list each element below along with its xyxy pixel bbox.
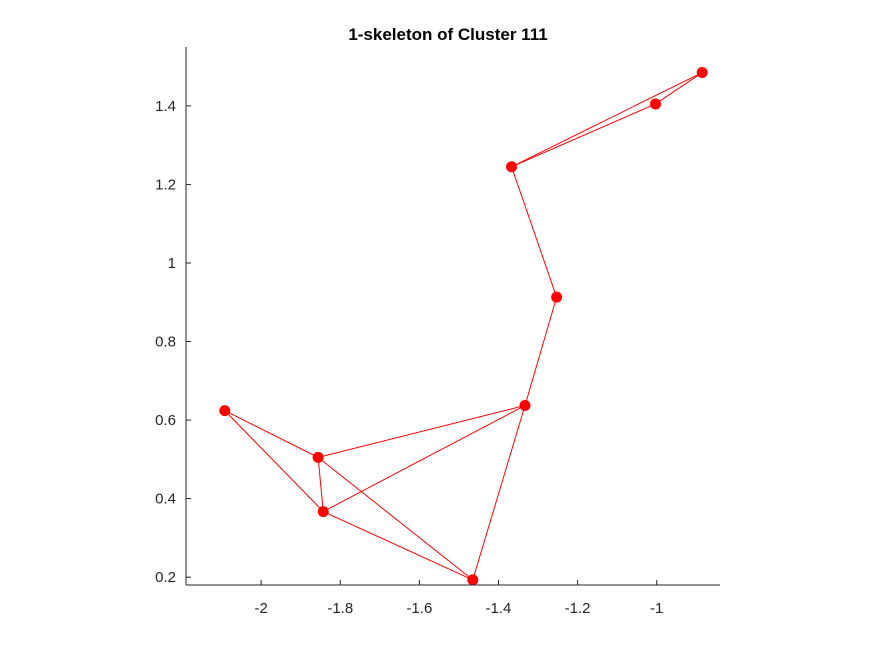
vertex-point-8 [467,574,479,586]
edge-2 [511,103,656,168]
y-tick-label: 1.2 [155,176,176,193]
y-tick-label: 1.4 [155,98,176,115]
edge-6 [323,405,526,513]
x-tick-label: -1.2 [565,600,591,617]
y-tick-label: 0.6 [155,412,176,429]
y-tick-label: 0.4 [155,491,176,508]
x-tick-label: -1.6 [406,600,432,617]
y-tick-label: 0.2 [155,569,176,586]
edge-9 [224,410,324,512]
vertex-point-1 [650,98,662,110]
y-ticks: 0.2 0.4 0.6 0.8 1 1.2 1.4 [155,98,191,586]
edge-10 [317,457,324,512]
edge-5 [317,405,526,458]
edge-0 [655,72,703,105]
vertex-point-6 [312,451,324,463]
edge-8 [224,410,319,458]
y-tick-label: 1 [168,255,176,272]
vertex-point-7 [317,506,329,518]
x-tick-label: -2 [254,600,267,617]
edge-1 [511,72,703,168]
edge-12 [323,511,473,581]
vertex-point-5 [219,405,231,417]
vertex-point-2 [506,161,518,173]
edges-layer [224,72,703,581]
chart-title: 1-skeleton of Cluster 111 [348,25,547,44]
x-tick-label: -1.8 [327,600,353,617]
x-ticks: -2 -1.8 -1.6 -1.4 -1.2 -1 [254,580,663,617]
edge-7 [472,405,526,581]
x-tick-label: -1.4 [486,600,512,617]
axes [185,47,720,586]
edge-4 [524,297,558,406]
vertex-point-0 [696,67,708,79]
points-layer [219,67,708,586]
vertex-point-3 [551,291,563,303]
x-tick-label: -1 [650,600,663,617]
y-tick-label: 0.8 [155,334,176,351]
edge-11 [317,456,474,581]
edge-3 [511,166,558,298]
vertex-point-4 [519,400,531,412]
